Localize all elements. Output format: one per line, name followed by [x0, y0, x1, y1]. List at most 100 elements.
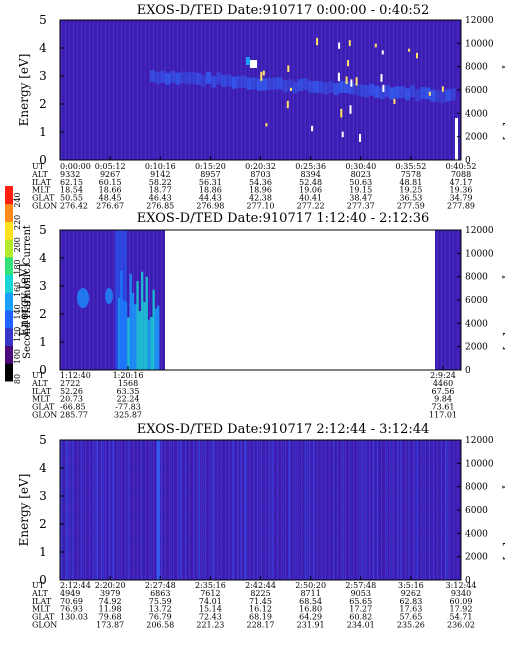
energy-band-cell	[101, 440, 103, 580]
energy-band-cell	[343, 80, 349, 93]
table-cell: 2:42:44	[245, 581, 276, 590]
energy-band-cell	[364, 85, 370, 98]
energy-band-cell	[414, 440, 416, 580]
table-cell: 0:20:32	[245, 162, 276, 171]
energy-band-cell	[156, 440, 158, 580]
energy-band-cell	[430, 89, 436, 102]
energy-band-cell	[128, 440, 130, 580]
energy-band-cell	[312, 440, 314, 580]
energy-band-cell	[384, 85, 390, 98]
table-cell: 0:25:36	[295, 162, 326, 171]
energy-band-cell	[445, 89, 451, 102]
energy-band-cell	[440, 90, 446, 103]
table-cell: 236.02	[447, 621, 475, 630]
table-cell: 52.26	[60, 387, 83, 396]
energy-band-cell	[212, 440, 214, 580]
energy-band-cell	[82, 440, 84, 580]
table-cell: 0:35:52	[395, 162, 426, 171]
table-cell: 276.67	[96, 202, 124, 211]
energy-band-cell	[150, 70, 155, 83]
table-cell: 0:10:16	[145, 162, 176, 171]
intensity-spike	[359, 134, 361, 142]
table-cell: 19.06	[299, 186, 322, 195]
energy-band-cell	[276, 440, 278, 580]
energy-band-cell	[71, 440, 73, 580]
table-cell: 2:9:24	[430, 371, 456, 380]
table-row-label: GLON	[32, 621, 57, 630]
y2-tick-label: 2000	[465, 553, 488, 563]
table-cell: 36.53	[399, 194, 422, 203]
energy-band-cell	[95, 440, 97, 580]
energy-band-cell	[241, 75, 247, 88]
energy-band-cell	[372, 440, 374, 580]
energy-band-cell	[420, 86, 426, 99]
colorbar-swatches	[5, 186, 13, 382]
table-cell: 79.68	[99, 613, 122, 622]
energy-band-cell	[232, 440, 233, 580]
table-row-label: UT	[32, 581, 45, 590]
table-row-label: ALT	[31, 170, 48, 179]
energy-band-cell	[231, 76, 237, 89]
energy-band-cell	[150, 440, 152, 580]
table-cell: 17.92	[450, 605, 473, 614]
energy-band-cell	[195, 72, 201, 85]
energy-band-cell	[211, 75, 217, 88]
table-row-label: GLON	[32, 202, 57, 211]
energy-band-cell	[185, 72, 191, 85]
y-tick-label: 2	[39, 307, 47, 321]
energy-band-cell	[157, 305, 160, 370]
table-cell: 2:27:48	[145, 581, 176, 590]
table-cell: 130.03	[60, 613, 88, 622]
intensity-spike	[246, 57, 250, 65]
energy-band-cell	[297, 78, 303, 91]
energy-band-cell	[415, 89, 421, 102]
energy-band-cell	[429, 440, 430, 580]
y-axis-label: Energy [eV]	[17, 264, 31, 337]
intensity-spike	[338, 42, 341, 49]
colorbar: 240 220 200 180 160 140 120 100 80 Second Harmon…	[5, 186, 33, 384]
table-cell: 62.15	[60, 178, 83, 187]
y2-tick-label: 2000	[465, 133, 488, 143]
energy-band-cell	[292, 81, 298, 94]
energy-band-cell	[333, 83, 339, 96]
energy-band-cell	[145, 276, 148, 370]
table-cell: 76.93	[60, 605, 83, 614]
energy-band-cell	[175, 72, 181, 85]
y2-tick-label: 4000	[465, 109, 488, 119]
table-cell: 173.87	[96, 621, 124, 630]
energy-band-cell	[243, 440, 245, 580]
energy-band-cell	[219, 440, 221, 580]
table-cell: 16.12	[249, 605, 272, 614]
table-cell: 60.82	[349, 613, 372, 622]
y2-tick-label: 8000	[465, 273, 488, 283]
y2-tick-label: 10000	[465, 39, 494, 49]
energy-band-cell	[359, 440, 361, 580]
y2-tick-label: 0	[465, 576, 471, 586]
energy-band-cell	[143, 302, 146, 370]
y-tick-label: 5	[39, 13, 47, 27]
energy-band-cell	[359, 84, 365, 97]
energy-band-cell	[179, 440, 181, 580]
energy-band-cell	[213, 440, 215, 580]
table-cell: 228.17	[247, 621, 275, 630]
y-tick-label: 5	[39, 433, 47, 447]
y2-tick-label: 0	[465, 366, 471, 376]
table-row-label: ILAT	[32, 597, 52, 606]
intensity-spike	[355, 77, 358, 86]
energy-band-cell	[405, 88, 410, 101]
energy-band-cell	[306, 440, 308, 580]
energy-band-cell	[259, 440, 261, 580]
table-cell: 64.29	[299, 613, 322, 622]
y2-tick-label: 12000	[465, 16, 494, 26]
intensity-spike	[380, 74, 383, 82]
energy-band-cell	[92, 440, 94, 580]
table-cell: 17.63	[399, 605, 422, 614]
energy-band-cell	[105, 440, 107, 580]
table-cell: 0:40:52	[446, 162, 477, 171]
energy-band-cell	[165, 72, 171, 85]
table-cell: 18.96	[249, 186, 272, 195]
y-tick-label: 1	[39, 335, 47, 349]
colorbar-swatch	[5, 292, 13, 311]
colorbar-tick-label: 80	[13, 374, 22, 384]
energy-band-cell	[152, 289, 155, 370]
